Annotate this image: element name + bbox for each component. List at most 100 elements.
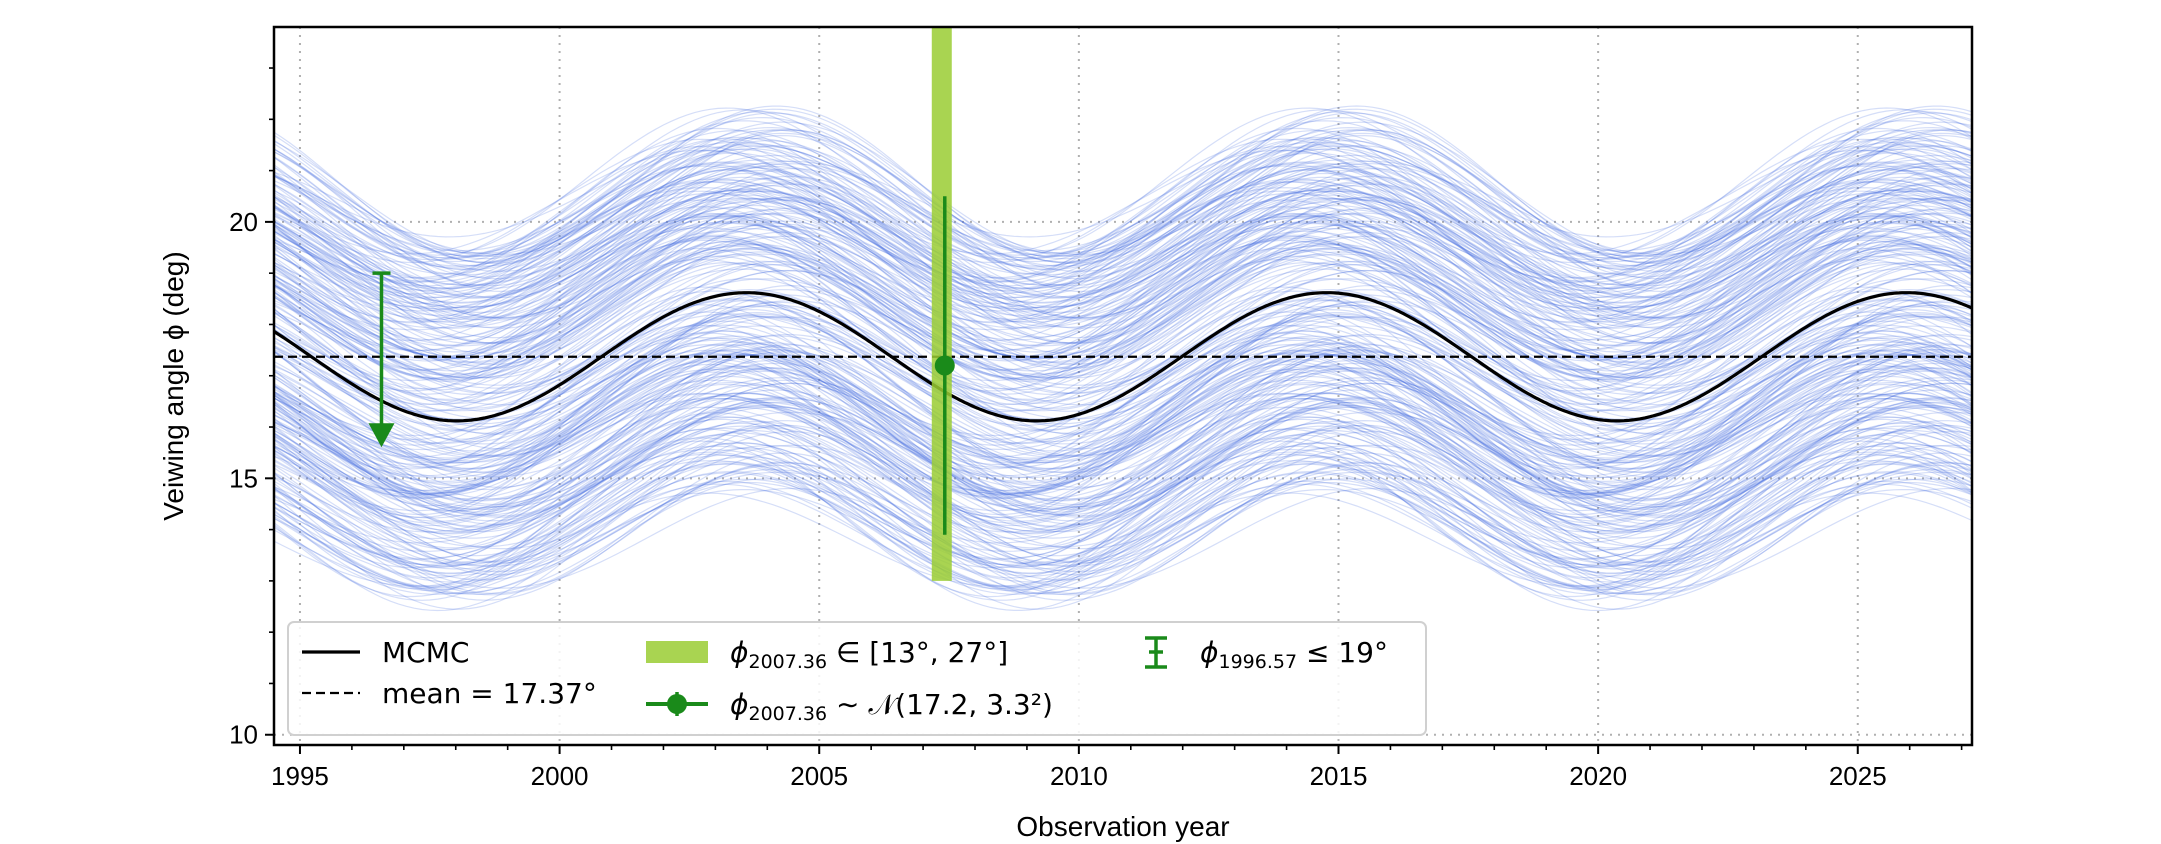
mcmc-sample-line — [274, 212, 1972, 357]
mcmc-sample-line — [274, 220, 1972, 379]
mcmc-sample-line — [274, 351, 1972, 458]
mcmc-sample-line — [274, 344, 1972, 466]
mcmc-sample-line — [274, 197, 1972, 339]
mcmc-sample-line — [274, 427, 1972, 533]
mcmc-sample-line — [274, 214, 1972, 310]
legend-handle-gaussian-point — [667, 694, 687, 714]
axes: 1995 2000 2005 2010 2015 2020 2025 10 15 20 Observ… — [158, 67, 1963, 842]
mcmc-sample-line — [274, 406, 1972, 509]
mcmc-sample-line — [274, 129, 1972, 280]
mcmc-sample-line — [274, 261, 1972, 391]
constraint-markers — [368, 27, 955, 581]
mcmc-sample-line — [274, 145, 1972, 284]
mcmc-sample-line — [274, 111, 1972, 254]
mcmc-sample-line — [274, 353, 1972, 517]
mcmc-sample-line — [274, 107, 1972, 256]
mcmc-sample-line — [274, 198, 1972, 314]
mcmc-sample-line — [274, 344, 1972, 492]
mcmc-sample-line — [274, 269, 1972, 386]
mcmc-sample-line — [274, 368, 1972, 464]
mcmc-sample-line — [274, 291, 1972, 431]
mcmc-sample-line — [274, 313, 1972, 412]
mcmc-sample-line — [274, 253, 1972, 364]
mcmc-sample-line — [274, 462, 1972, 573]
mcmc-sample-line — [274, 352, 1972, 516]
legend-label-range-subscript: 2007.36 — [748, 651, 827, 673]
mcmc-sample-line — [274, 339, 1972, 494]
mcmc-sample-line — [274, 288, 1972, 432]
mcmc-sample-line — [274, 260, 1972, 396]
mcmc-sample-line — [274, 241, 1972, 380]
mcmc-sample-line — [274, 141, 1972, 238]
mcmc-sample-line — [274, 375, 1972, 522]
mcmc-sample-line — [274, 237, 1972, 352]
mcmc-sample-line — [274, 263, 1972, 409]
legend-label-range-text: ∈ [13°, 27°] — [827, 636, 1008, 669]
mcmc-sample-line — [274, 442, 1972, 574]
mcmc-sample-line — [274, 179, 1972, 323]
mcmc-sample-line — [274, 341, 1972, 464]
mcmc-sample-line — [274, 143, 1972, 252]
mcmc-sample-line — [274, 464, 1972, 601]
mcmc-sample-line — [274, 315, 1972, 425]
mcmc-sample-line — [274, 353, 1972, 496]
mcmc-sample-line — [274, 359, 1972, 496]
mcmc-sample-line — [274, 428, 1972, 590]
mcmc-sample-line — [274, 365, 1972, 487]
mcmc-sample-line — [274, 225, 1972, 321]
mcmc-sample-line — [274, 247, 1972, 392]
mcmc-sample-line — [274, 129, 1972, 259]
mcmc-sample-line — [274, 136, 1972, 275]
mcmc-sample-line — [274, 240, 1972, 381]
x-tick-label: 2000 — [531, 761, 589, 791]
legend-label-limit-symbol: ϕ — [1200, 636, 1218, 669]
legend-label-mcmc: MCMC — [382, 636, 469, 669]
mcmc-sample-line — [274, 335, 1972, 445]
mcmc-sample-line — [274, 437, 1972, 569]
mcmc-sample-line — [274, 148, 1972, 295]
x-tick-label: 2025 — [1829, 761, 1887, 791]
mcmc-sample-line — [274, 278, 1972, 404]
mcmc-sample-line — [274, 304, 1972, 428]
mcmc-sample-line — [274, 127, 1972, 280]
mcmc-sample-line — [274, 222, 1972, 354]
mcmc-sample-line — [274, 145, 1972, 287]
mcmc-sample-line — [274, 483, 1972, 587]
mcmc-sample-line — [274, 160, 1972, 256]
mcmc-sample-line — [274, 181, 1972, 344]
mcmc-sample-line — [274, 462, 1972, 567]
mcmc-sample-line — [274, 478, 1972, 595]
mcmc-sample-line — [274, 139, 1972, 299]
mcmc-sample-line — [274, 335, 1972, 494]
mcmc-sample-line — [274, 161, 1972, 261]
mcmc-sample-line — [274, 183, 1972, 320]
mcmc-sample-line — [274, 239, 1972, 352]
mcmc-sample-line — [274, 429, 1972, 566]
mcmc-sample-line — [274, 167, 1972, 267]
x-tick-label: 2005 — [790, 761, 848, 791]
mcmc-sample-line — [274, 370, 1972, 473]
mcmc-sample-line — [274, 354, 1972, 513]
mcmc-sample-line — [274, 258, 1972, 382]
mcmc-sample-line — [274, 120, 1972, 263]
constraint-range-band — [931, 27, 952, 581]
legend-label-mean: mean = 17.37° — [382, 677, 597, 710]
y-tick-label: 15 — [229, 463, 258, 493]
mcmc-sample-line — [274, 379, 1972, 495]
mcmc-sample-line — [274, 197, 1972, 299]
mcmc-sample-line — [274, 109, 1972, 260]
mcmc-sample-line — [274, 208, 1972, 370]
mcmc-sample-line — [274, 145, 1972, 271]
mcmc-sample-line — [274, 392, 1972, 535]
mcmc-sample-line — [274, 392, 1972, 532]
mcmc-sample-line — [274, 448, 1972, 544]
gaussian-point — [934, 355, 955, 376]
mcmc-sample-line — [274, 213, 1972, 345]
mcmc-sample-line — [274, 224, 1972, 321]
mcmc-sample-line — [274, 401, 1972, 510]
mcmc-sample-line — [274, 349, 1972, 459]
mcmc-sample-line — [274, 445, 1972, 552]
mcmc-sample-line — [274, 395, 1972, 524]
mcmc-sample-line — [274, 360, 1972, 513]
